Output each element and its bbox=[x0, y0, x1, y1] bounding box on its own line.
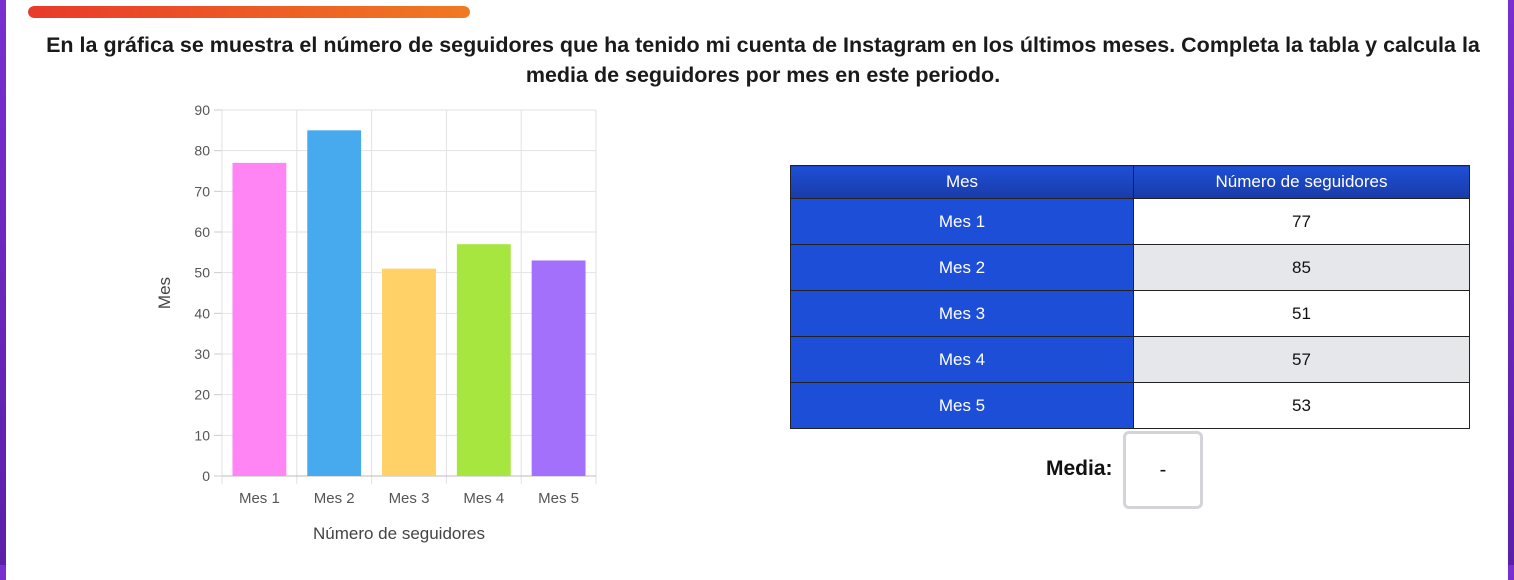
table-header-followers: Número de seguidores bbox=[1133, 165, 1470, 199]
table-cell-month: Mes 5 bbox=[790, 382, 1134, 429]
table-cell-followers[interactable]: 85 bbox=[1133, 244, 1470, 291]
table-row: Mes 4 57 bbox=[790, 336, 1470, 383]
table-cell-month: Mes 1 bbox=[790, 198, 1134, 245]
y-tick-label: 10 bbox=[194, 427, 210, 443]
table-cell-followers[interactable]: 57 bbox=[1133, 336, 1470, 383]
table-cell-followers[interactable]: 51 bbox=[1133, 290, 1470, 337]
y-tick-label: 70 bbox=[194, 183, 210, 199]
bar-mes-3 bbox=[382, 268, 436, 476]
bar-mes-5 bbox=[531, 260, 586, 476]
y-tick-label: 60 bbox=[194, 224, 210, 240]
table-header-row: Mes Número de seguidores bbox=[790, 165, 1470, 199]
table-row: Mes 3 51 bbox=[790, 290, 1470, 337]
table-cell-month: Mes 3 bbox=[790, 290, 1134, 337]
table-row: Mes 5 53 bbox=[790, 382, 1470, 429]
bar-mes-4 bbox=[456, 244, 511, 476]
y-tick-label: 80 bbox=[194, 143, 210, 159]
y-axis-title: Mes bbox=[155, 277, 174, 309]
y-tick-label: 40 bbox=[194, 305, 210, 321]
y-tick-label: 30 bbox=[194, 346, 210, 362]
table-cell-followers[interactable]: 53 bbox=[1133, 382, 1470, 429]
table-cell-followers[interactable]: 77 bbox=[1133, 198, 1470, 245]
table-header-month: Mes bbox=[790, 165, 1134, 199]
y-tick-label: 0 bbox=[202, 468, 210, 484]
x-tick-label: Mes 1 bbox=[239, 490, 280, 507]
y-tick-label: 50 bbox=[194, 265, 210, 281]
progress-bar-fill bbox=[28, 6, 470, 18]
question-text: En la gráfica se muestra el número de se… bbox=[46, 33, 1480, 87]
progress-bar bbox=[28, 6, 470, 18]
x-axis-title: Número de seguidores bbox=[313, 524, 485, 543]
bar-mes-1 bbox=[232, 162, 287, 476]
followers-table: Mes Número de seguidores Mes 1 77 Mes 2 … bbox=[790, 165, 1470, 429]
table-row: Mes 1 77 bbox=[790, 198, 1470, 245]
y-tick-label: 20 bbox=[194, 387, 210, 403]
x-tick-label: Mes 2 bbox=[314, 490, 355, 507]
table-cell-month: Mes 2 bbox=[790, 244, 1134, 291]
table-cell-month: Mes 4 bbox=[790, 336, 1134, 383]
bar-mes-2 bbox=[307, 130, 362, 477]
x-tick-label: Mes 4 bbox=[463, 490, 504, 507]
table-row: Mes 2 85 bbox=[790, 244, 1470, 291]
y-tick-label: 90 bbox=[194, 102, 210, 118]
x-tick-label: Mes 5 bbox=[538, 490, 579, 507]
media-label: Media: bbox=[1046, 457, 1113, 480]
bar-chart: 0 10 20 30 40 50 60 70 80 90 Mes 1 Mes 2 Mes 3 Mes 4 M… bbox=[155, 102, 597, 543]
x-tick-label: Mes 3 bbox=[389, 490, 430, 507]
media-input[interactable]: - bbox=[1123, 431, 1203, 509]
